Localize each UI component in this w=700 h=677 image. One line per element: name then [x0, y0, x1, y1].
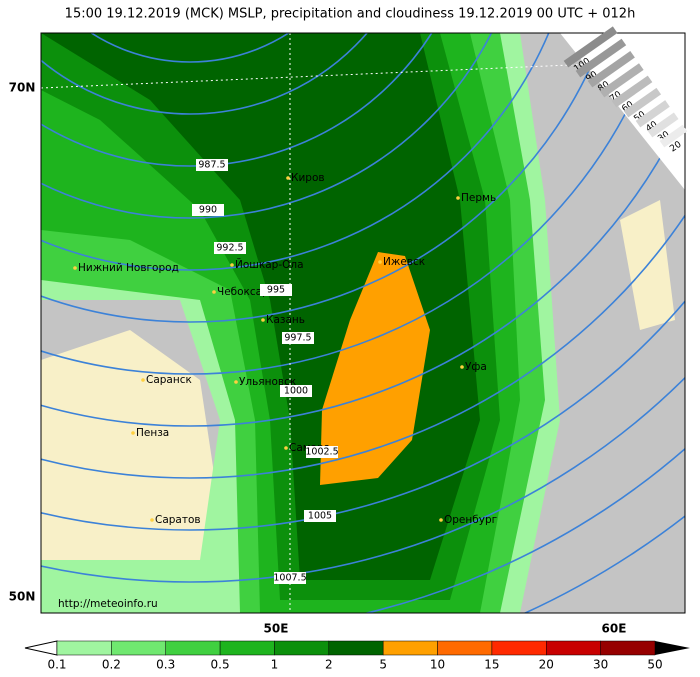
lat-label: 70N — [9, 81, 36, 95]
isobar-label-bg — [282, 332, 314, 344]
isobar — [90, 33, 290, 63]
precipitation-max — [320, 252, 430, 485]
isobar-label-bg — [260, 284, 292, 296]
scale-arrow-high — [655, 641, 690, 655]
city-label: Нижний Новгород — [78, 262, 179, 274]
scale-swatch — [274, 640, 330, 656]
isobar — [41, 33, 661, 375]
source-url: http://meteoinfo.ru — [58, 598, 158, 610]
scale-label: 0.2 — [102, 658, 121, 672]
isobar-label-bg — [214, 242, 246, 254]
isobar-label-bg — [196, 159, 228, 171]
isobar — [41, 33, 606, 323]
isobar-label: 995 — [267, 285, 285, 296]
city-label: Йошкар-Ола — [235, 258, 304, 271]
city-label: Саранск — [146, 374, 192, 386]
scale-swatch — [382, 640, 438, 656]
isobar — [41, 376, 685, 583]
city-dot — [131, 431, 135, 435]
city-label: Ижевск — [383, 256, 425, 268]
city-dot — [286, 176, 290, 180]
city-dot — [439, 518, 443, 522]
city-dot — [234, 380, 238, 384]
isobar-label-bg — [304, 510, 336, 522]
scale-label: 50 — [647, 658, 662, 672]
city-dot — [212, 290, 216, 294]
isobar — [41, 108, 685, 427]
city-label: Пенза — [136, 427, 169, 439]
city-label: Уфа — [465, 361, 487, 373]
scale-arrow-low — [24, 640, 58, 656]
cloud-swatch — [647, 112, 679, 138]
scale-swatch — [111, 640, 166, 656]
isobar-label: 1007.5 — [273, 573, 306, 584]
city-dot — [456, 196, 460, 200]
scale-label: 1 — [271, 658, 279, 672]
scale-label: 10 — [430, 658, 445, 672]
cloud-swatch — [611, 75, 653, 108]
isobar — [41, 33, 550, 271]
city-label: Пермь — [461, 192, 496, 204]
lon-label: 50E — [264, 622, 289, 636]
isobar-label-bg — [306, 446, 338, 458]
scale-label: 5 — [379, 658, 387, 672]
isobar-label-bg — [192, 204, 224, 216]
scale-swatch — [546, 640, 601, 656]
cloud-swatch — [587, 51, 635, 88]
city-dot — [150, 518, 154, 522]
cloud-swatch — [659, 124, 688, 148]
isobar-label: 987.5 — [198, 160, 225, 171]
city-label: Оренбург — [444, 514, 497, 526]
map-frame — [40, 32, 686, 614]
isobar — [41, 299, 685, 531]
city-dot — [261, 318, 265, 322]
cloud-swatch — [635, 100, 670, 128]
scale-swatch — [437, 640, 493, 656]
lat-label: 50N — [9, 590, 36, 604]
city-dot — [230, 263, 234, 267]
isobar-label: 1002.5 — [305, 447, 338, 458]
isobar — [41, 33, 369, 115]
city-label: Саратов — [155, 514, 201, 526]
isobar — [41, 213, 685, 479]
city-dot — [73, 266, 77, 270]
scale-swatch — [491, 640, 547, 656]
isobar — [41, 33, 433, 167]
scale-swatch — [328, 640, 384, 656]
isobar-label-bg — [274, 572, 306, 584]
scale-swatch — [219, 640, 275, 656]
cloud-scale-box — [560, 33, 685, 190]
scale-label: 0.5 — [211, 658, 230, 672]
isobar-label: 997.5 — [284, 333, 311, 344]
isobar-label: 992.5 — [216, 243, 243, 254]
isobar-label-bg — [280, 385, 312, 397]
city-dot — [284, 446, 288, 450]
scale-label: 0.1 — [47, 658, 66, 672]
scale-swatch — [165, 640, 221, 656]
city-dot — [141, 378, 145, 382]
cloud-swatch — [599, 63, 644, 98]
cloud-swatch — [563, 26, 618, 68]
cloud-swatch — [575, 38, 627, 78]
isobar-label: 1000 — [284, 386, 308, 397]
city-dot — [378, 260, 382, 264]
scale-label: 2 — [325, 658, 333, 672]
city-label: Киров — [291, 172, 325, 184]
city-label: Казань — [266, 314, 305, 326]
isobar-label: 1005 — [308, 511, 332, 522]
scale-swatch — [56, 640, 112, 656]
cloud-swatch — [623, 87, 662, 118]
scale-label: 30 — [593, 658, 608, 672]
city-dot — [460, 365, 464, 369]
isobar — [41, 33, 493, 219]
scale-label: 20 — [539, 658, 554, 672]
scale-swatch — [600, 640, 656, 656]
map-title: 15:00 19.12.2019 (MCK) MSLP, precipitati… — [65, 7, 636, 22]
scale-label: 0.3 — [156, 658, 175, 672]
lon-label: 60E — [602, 622, 627, 636]
isobar-label: 990 — [199, 205, 217, 216]
scale-label: 15 — [484, 658, 499, 672]
